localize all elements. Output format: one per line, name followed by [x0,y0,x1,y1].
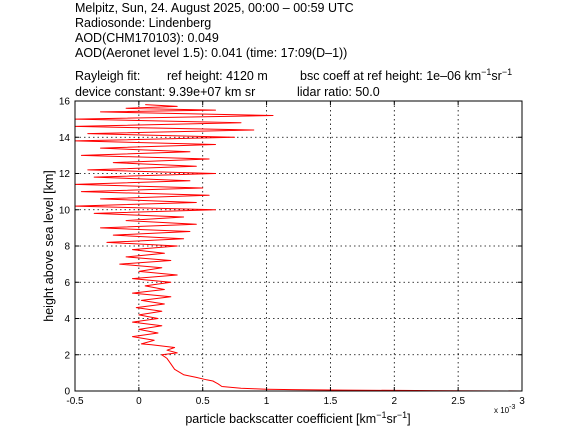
y-tick-label: 4 [64,314,70,325]
header-line-location-time: Melpitz, Sun, 24. August 2025, 00:00 – 0… [75,1,354,15]
y-tick-label: 12 [59,169,71,180]
series-layer [74,104,523,392]
header-ref-height: ref height: 4120 m [167,69,268,83]
y-tick-label: 0 [64,387,70,398]
x-tick-label: 1 [264,396,270,407]
header-line-aod-aeronet: AOD(Aeronet level 1.5): 0.041 (time: 17:… [75,46,347,60]
header-bsc-exp2: −1 [502,67,512,77]
y-tick-label: 6 [64,278,70,289]
x-axis-multiplier: x 10-3 [494,404,515,415]
x-tick-label: 0 [136,396,142,407]
x-axis-label: particle backscatter coefficient [km−1sr… [185,410,410,426]
plot-background [75,101,522,391]
x-axis-label-text: particle backscatter coefficient [km [185,412,376,426]
y-tick-label: 16 [59,97,71,108]
x-tick-label: -0.5 [66,396,84,407]
y-tick-label: 10 [59,205,71,216]
x-tick-label: 2.5 [451,396,465,407]
backscatter-profile-line [74,104,523,392]
header-lidar-ratio: lidar ratio: 50.0 [297,85,380,99]
x-multiplier-exp: -3 [509,404,515,411]
x-tick-label: 2 [392,396,398,407]
x-axis-label-exp1: −1 [376,410,386,420]
y-tick-label: 8 [64,242,70,253]
header-rayleigh-fit-label: Rayleigh fit: [75,69,140,83]
y-axis-label: height above sea level [km] [42,170,56,321]
x-multiplier-base: x 10 [494,406,510,415]
x-tick-label: 3 [519,396,525,407]
header-bsc-sr: sr [491,69,501,83]
header-line-radiosonde: Radiosonde: Lindenberg [75,16,211,30]
header-bsc-coeff: bsc coeff at ref height: 1e–06 km−1sr−1 [300,67,512,83]
x-axis-label-close: ] [407,412,410,426]
grid-lines [75,101,522,391]
y-tick-labels: 0 2 4 6 8 10 12 14 16 [59,97,71,398]
y-tick-label: 2 [64,350,70,361]
header-bsc-exp1: −1 [481,67,491,77]
header-device-constant: device constant: 9.39e+07 km sr [75,85,255,99]
x-tick-label: 1.5 [323,396,337,407]
x-tick-labels: -0.5 0 0.5 1 1.5 2 2.5 3 [66,396,525,407]
header-line-aod-chm: AOD(CHM170103): 0.049 [75,31,219,45]
y-tick-label: 14 [59,133,71,144]
x-tick-label: 0.5 [196,396,210,407]
tick-marks [74,100,523,392]
header-bsc-coeff-text: bsc coeff at ref height: 1e–06 km [300,69,481,83]
x-axis-label-sr: sr [386,412,396,426]
x-axis-label-exp2: −1 [397,410,407,420]
